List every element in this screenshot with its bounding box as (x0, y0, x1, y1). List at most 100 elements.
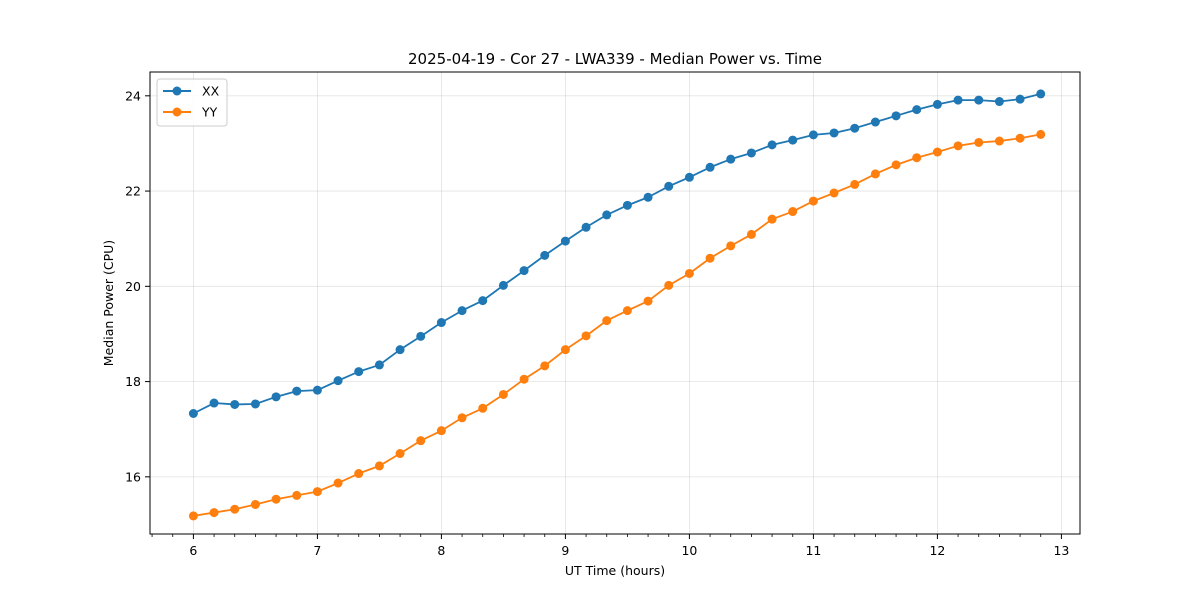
legend-xx-label: XX (202, 84, 220, 99)
data-point-yy (622, 306, 632, 316)
data-point-xx (850, 123, 860, 133)
data-point-yy (560, 345, 570, 355)
data-point-xx (891, 111, 901, 121)
x-tick-label: 7 (313, 543, 321, 558)
data-point-yy (333, 478, 343, 488)
data-point-xx (250, 399, 260, 409)
data-point-yy (664, 280, 674, 290)
data-point-yy (436, 426, 446, 436)
data-point-xx (478, 296, 488, 306)
data-point-yy (953, 141, 963, 151)
y-tick-label: 22 (125, 184, 141, 199)
data-point-xx (230, 399, 240, 409)
data-point-xx (209, 398, 219, 408)
data-point-yy (829, 188, 839, 198)
data-point-xx (953, 95, 963, 105)
data-point-yy (912, 153, 922, 163)
data-point-yy (994, 136, 1004, 146)
data-point-xx (705, 162, 715, 172)
plot-frame (149, 71, 1081, 535)
legend-yy-marker (172, 107, 182, 117)
data-point-xx (292, 386, 302, 396)
data-point-yy (498, 389, 508, 399)
data-point-xx (664, 181, 674, 191)
x-axis-label: UT Time (hours) (565, 563, 665, 578)
x-tick-label: 13 (1053, 543, 1069, 558)
grid (150, 72, 1080, 534)
chart-title: 2025-04-19 - Cor 27 - LWA339 - Median Po… (408, 50, 822, 68)
y-tick-label: 20 (125, 279, 141, 294)
legend: XX YY (156, 78, 228, 127)
data-point-xx (932, 99, 942, 109)
data-point-yy (974, 137, 984, 147)
legend-yy-label: YY (201, 105, 218, 120)
data-point-yy (602, 316, 612, 326)
data-point-yy (374, 461, 384, 471)
data-point-yy (870, 169, 880, 179)
x-tick-label: 12 (929, 543, 945, 558)
data-point-yy (746, 229, 756, 239)
data-point-yy (209, 508, 219, 518)
data-point-xx (395, 345, 405, 355)
data-point-xx (602, 210, 612, 220)
x-tick-label: 9 (561, 543, 569, 558)
data-point-xx (519, 266, 529, 276)
data-point-xx (829, 128, 839, 138)
data-point-yy (891, 160, 901, 170)
data-point-yy (726, 241, 736, 251)
data-point-yy (705, 253, 715, 263)
data-point-xx (870, 117, 880, 127)
data-point-yy (519, 374, 529, 384)
data-point-xx (808, 130, 818, 140)
data-point-yy (1015, 133, 1025, 143)
y-axis-label: Median Power (CPU) (101, 240, 116, 366)
data-point-yy (788, 207, 798, 217)
data-point-xx (1015, 94, 1025, 104)
legend-xx-marker (172, 86, 182, 96)
data-point-yy (250, 499, 260, 509)
data-point-xx (643, 192, 653, 202)
data-point-xx (560, 236, 570, 246)
data-point-xx (622, 200, 632, 210)
y-axis-ticks: 16 18 20 22 24 (125, 88, 150, 484)
data-point-xx (788, 135, 798, 145)
data-point-yy (808, 196, 818, 206)
data-point-xx (498, 280, 508, 290)
x-tick-label: 10 (681, 543, 697, 558)
data-point-yy (932, 147, 942, 157)
y-tick-label: 24 (125, 88, 141, 103)
data-point-yy (1036, 129, 1046, 139)
x-tick-label: 8 (437, 543, 445, 558)
data-point-xx (271, 392, 281, 402)
data-point-yy (312, 487, 322, 497)
data-point-xx (540, 250, 550, 260)
data-point-xx (333, 376, 343, 386)
data-point-xx (974, 95, 984, 105)
y-tick-label: 16 (125, 469, 141, 484)
data-point-yy (354, 469, 364, 479)
data-point-yy (581, 331, 591, 341)
data-point-xx (374, 360, 384, 370)
data-point-xx (312, 385, 322, 395)
x-tick-label: 11 (805, 543, 821, 558)
data-point-yy (540, 361, 550, 371)
data-point-yy (188, 511, 198, 521)
data-point-xx (436, 318, 446, 328)
data-point-xx (767, 140, 777, 150)
series-group (188, 89, 1046, 521)
data-point-xx (684, 172, 694, 182)
data-point-yy (767, 214, 777, 224)
data-point-yy (643, 296, 653, 306)
data-point-xx (188, 409, 198, 418)
data-point-yy (684, 268, 694, 278)
data-point-xx (457, 306, 467, 316)
data-point-xx (581, 222, 591, 232)
x-axis-ticks: 6 7 8 9 10 11 12 13 (151, 534, 1069, 558)
data-point-yy (230, 504, 240, 514)
data-point-xx (1036, 89, 1046, 99)
data-point-yy (271, 494, 281, 504)
data-point-xx (994, 97, 1004, 107)
data-point-xx (354, 367, 364, 377)
data-point-yy (478, 403, 488, 413)
